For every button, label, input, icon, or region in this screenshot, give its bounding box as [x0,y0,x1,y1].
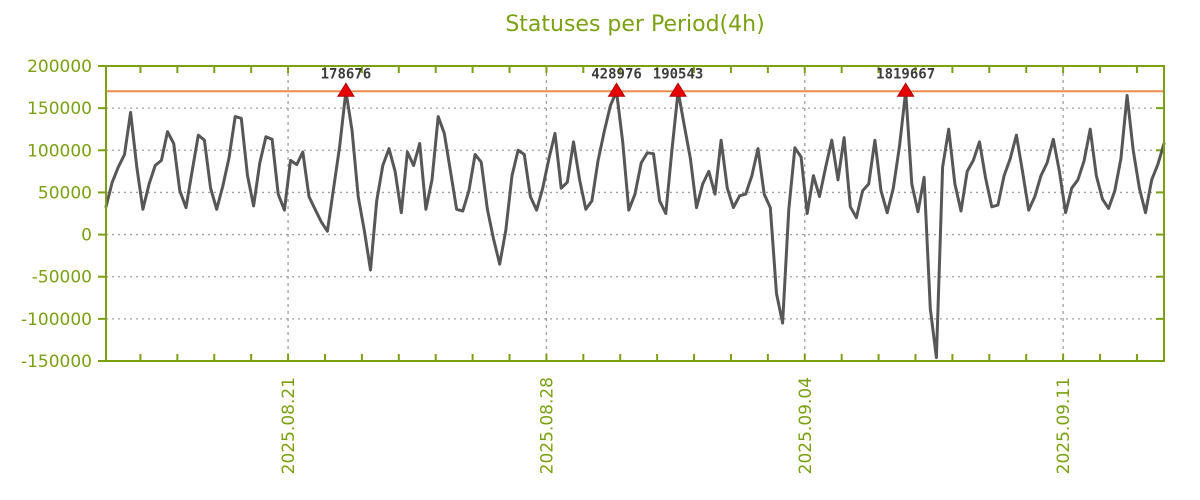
peak-marker-icon [337,82,355,97]
x-axis-tick-label: 2025.08.28 [537,377,557,474]
peak-marker-icon [607,82,626,97]
x-axis-tick-label: 2025.08.21 [279,377,299,474]
peak-marker-icon [669,82,687,97]
y-axis-tick-label: 50000 [38,183,92,203]
y-axis-tick-label: 150000 [27,99,92,119]
y-axis-tick-label: -50000 [32,268,92,288]
x-axis-tick-label: 2025.09.11 [1054,377,1074,474]
peak-marker-icon [896,82,915,97]
chart-title: Statuses per Period(4h) [505,12,765,37]
plot-frame [105,65,1165,362]
x-axis-tick-label: 2025.09.04 [796,377,816,474]
peak-marker-label: 190543 [653,66,704,82]
peak-marker-label: 428976 [591,66,642,82]
y-axis-tick-label: 200000 [27,57,92,77]
peak-marker-label: 178676 [321,66,372,82]
y-axis-tick-label: 100000 [27,141,92,161]
series-line [104,89,1166,360]
y-axis-tick-label: -100000 [21,310,92,330]
peak-marker-label: 1819667 [876,66,935,82]
y-axis-tick-label: 0 [81,226,92,246]
y-axis-tick-label: -150000 [21,352,92,372]
